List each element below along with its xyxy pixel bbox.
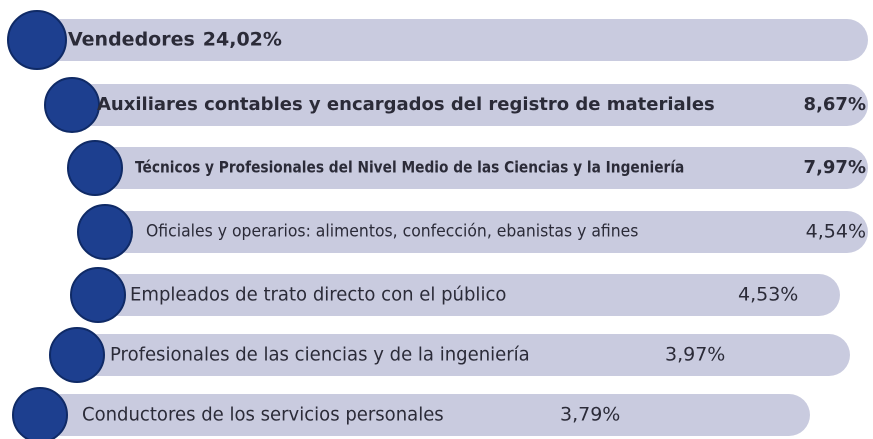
item-label: Técnicos y Profesionales del Nivel Medio… — [135, 157, 684, 176]
item-label: Vendedores — [68, 29, 195, 51]
item-bar — [77, 334, 850, 376]
item-value: 3,97% — [665, 344, 725, 366]
item-bar — [95, 147, 868, 189]
item-value: 24,02% — [203, 29, 282, 51]
item-label: Conductores de los servicios personales — [82, 404, 444, 426]
item-bar — [72, 84, 868, 126]
item-bar — [98, 274, 840, 316]
item-bullet — [44, 77, 100, 133]
item-bar — [37, 19, 868, 61]
item-bullet — [7, 10, 67, 70]
item-bullet — [12, 387, 68, 439]
item-label: Empleados de trato directo con el públic… — [130, 284, 506, 306]
item-bullet — [77, 204, 133, 260]
item-value: 7,97% — [804, 157, 866, 178]
item-bar — [40, 394, 810, 436]
item-bullet — [67, 140, 123, 196]
item-label: Auxiliares contables y encargados del re… — [97, 94, 715, 115]
item-bullet — [49, 327, 105, 383]
item-value: 3,79% — [560, 404, 620, 426]
item-bar — [105, 211, 868, 253]
item-value: 8,67% — [804, 94, 866, 115]
item-label: Oficiales y operarios: alimentos, confec… — [146, 221, 638, 241]
item-value: 4,54% — [806, 221, 866, 243]
item-label: Profesionales de las ciencias y de la in… — [110, 344, 530, 366]
item-value: 4,53% — [738, 284, 798, 306]
item-bullet — [70, 267, 126, 323]
